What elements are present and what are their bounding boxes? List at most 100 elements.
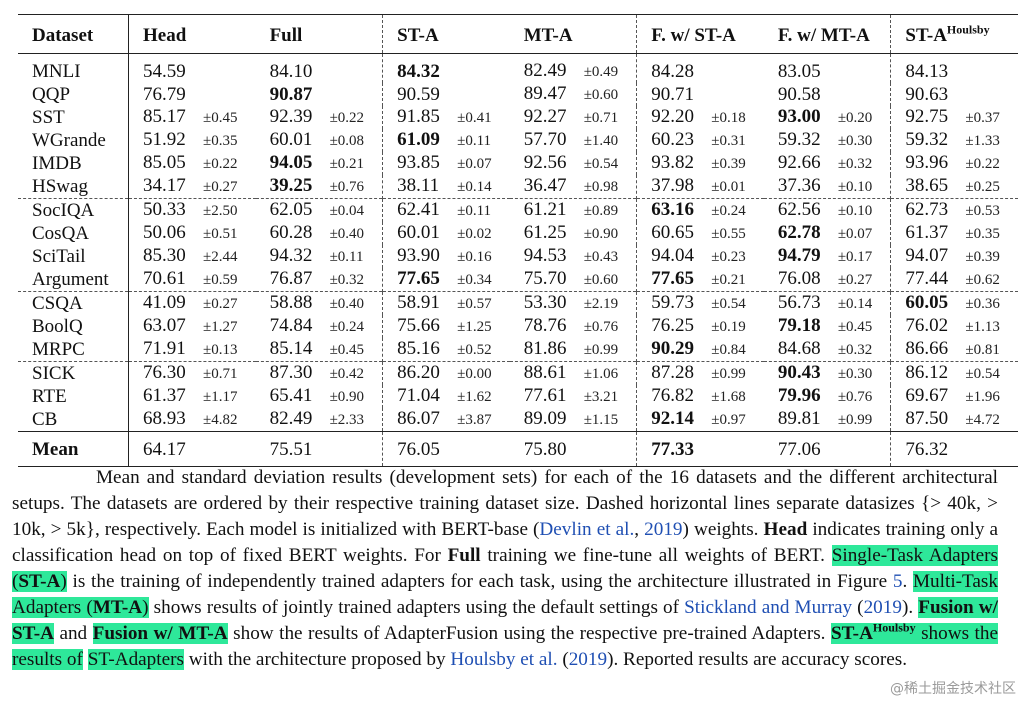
table-cell: 37.98 ±0.01: [636, 175, 764, 199]
cell-std: ±1.33: [965, 133, 1000, 149]
cell-value: 87.30: [269, 362, 313, 383]
cell-value: 93.00: [777, 106, 821, 127]
figure-link[interactable]: 5: [892, 571, 903, 592]
dataset-name: RTE: [32, 386, 67, 407]
cell-value: 60.23: [651, 129, 694, 150]
citation-link-houlsby[interactable]: Houlsby et al.: [450, 649, 558, 670]
cell-value: 61.37: [905, 222, 949, 243]
cell-std: ±0.53: [965, 203, 1000, 219]
cell-value: 94.79: [777, 245, 821, 266]
cell-value: 89.47: [523, 83, 567, 104]
table-row: CosQA 50.06 ±0.51 60.28 ±0.40 60.01 ±0.02 61.25…: [18, 222, 1018, 245]
cell-std: ±0.07: [457, 156, 492, 172]
cell-value: 92.20: [651, 106, 694, 127]
cell-value: 82.49: [523, 60, 567, 81]
table-cell: 56.73 ±0.14: [763, 291, 891, 315]
cell-value: 56.73: [777, 292, 821, 313]
table-cell: 90.59: [382, 83, 510, 106]
cell-std: ±0.89: [583, 203, 619, 219]
table-cell: 75.51: [255, 431, 383, 467]
cell-value: 85.14: [269, 338, 313, 359]
citation-year-devlin[interactable]: 2019: [644, 519, 683, 540]
table-cell: 79.18 ±0.45: [764, 315, 891, 338]
cell-std: ±0.32: [837, 156, 873, 172]
cell-std: ±0.20: [837, 110, 873, 126]
cell-std: ±0.00: [457, 366, 492, 382]
col-header-full: Full: [255, 14, 383, 54]
cell-std: ±0.59: [203, 272, 238, 288]
cell-std: ±0.36: [965, 296, 1000, 312]
cell-value: 37.36: [777, 175, 821, 196]
table-cell: 65.41 ±0.90: [256, 385, 383, 408]
table-cell: 92.66 ±0.32: [764, 152, 891, 175]
cell-std: ±0.22: [965, 156, 1000, 172]
cell-std: ±2.19: [583, 296, 619, 312]
dataset-name: MNLI: [32, 61, 81, 82]
citation-year-stickland[interactable]: 2019: [863, 597, 902, 618]
cell-std: ±0.27: [837, 272, 873, 288]
dataset-name: SICK: [18, 361, 129, 385]
dataset-name: IMDB: [32, 153, 82, 174]
table-cell: 61.09 ±0.11: [382, 129, 510, 152]
citation-year-houlsby[interactable]: 2019: [568, 649, 608, 670]
table-cell: 68.93 ±4.82: [127, 408, 256, 432]
cell-std: ±0.08: [329, 133, 365, 149]
cell-std: ±0.30: [837, 366, 873, 382]
table-cell: 50.33 ±2.50: [127, 198, 256, 222]
cell-value: 86.66: [905, 338, 949, 359]
citation-link-stickland[interactable]: Stickland and Murray: [684, 597, 853, 618]
dataset-name: SciTail: [32, 246, 86, 267]
cell-value: 59.32: [905, 129, 949, 150]
table-cell: 59.32 ±1.33: [890, 129, 1018, 152]
cell-value: 90.58: [777, 84, 821, 105]
cell-std: ±0.62: [965, 272, 1000, 288]
table-cell: 59.73 ±0.54: [636, 291, 764, 315]
cell-value: 76.82: [651, 385, 694, 406]
table-cell: 84.10: [256, 54, 383, 84]
cell-std: ±0.10: [837, 203, 873, 219]
cell-std: ±0.71: [203, 366, 238, 382]
cell-value: 59.73: [651, 292, 694, 313]
cell-value: 34.17: [143, 175, 186, 196]
table-cell: 59.32 ±0.30: [764, 129, 891, 152]
cell-value: 75.80: [523, 438, 567, 460]
cell-std: ±0.21: [329, 156, 365, 172]
dataset-name: HSwag: [32, 176, 88, 197]
cell-value: 86.20: [397, 362, 440, 383]
table-cell: 89.47 ±0.60: [510, 83, 637, 106]
cell-value: 70.61: [143, 268, 186, 289]
citation-link-devlin[interactable]: Devlin et al.: [539, 519, 635, 540]
table-cell: 77.44 ±0.62: [890, 268, 1018, 292]
table-cell: 58.91 ±0.57: [382, 291, 510, 315]
cell-std: ±0.13: [203, 342, 238, 358]
cell-std: ±0.54: [965, 366, 1000, 382]
cell-std: ±0.34: [457, 272, 492, 288]
cell-value: 62.78: [777, 222, 821, 243]
table-cell: 62.78 ±0.07: [764, 222, 891, 245]
table-header-row: Dataset Head Full ST-A MT-A F. w/ ST-A F…: [18, 14, 1018, 54]
table-cell: 78.76 ±0.76: [510, 315, 637, 338]
cell-std: ±0.22: [329, 110, 365, 126]
table-cell: 85.05 ±0.22: [127, 152, 256, 175]
cell-value: 59.32: [777, 129, 821, 150]
table-cell: 64.17: [127, 431, 256, 467]
cell-value: 62.73: [905, 199, 949, 220]
cell-value: 78.76: [523, 315, 567, 336]
cell-std: ±0.22: [203, 156, 238, 172]
table-cell: 62.41 ±0.11: [382, 198, 510, 222]
cell-value: 85.05: [143, 152, 186, 173]
cell-value: 60.01: [269, 129, 313, 150]
cell-std: ±0.57: [457, 296, 492, 312]
cell-value: 51.92: [143, 129, 186, 150]
table-cell: 86.66 ±0.81: [890, 338, 1018, 362]
cell-value: 77.06: [777, 438, 821, 460]
cell-std: ±4.72: [965, 412, 1000, 428]
table-cell: 77.65 ±0.34: [382, 268, 510, 292]
cell-std: ±0.90: [583, 226, 619, 242]
cell-std: ±0.45: [203, 110, 238, 126]
cell-std: ±0.98: [583, 179, 619, 195]
table-cell: 74.84 ±0.24: [256, 315, 383, 338]
table-cell: 38.11 ±0.14: [382, 175, 510, 199]
cell-value: 90.87: [269, 84, 313, 105]
col-header-fusion-st-a: F. w/ ST-A: [636, 14, 764, 54]
